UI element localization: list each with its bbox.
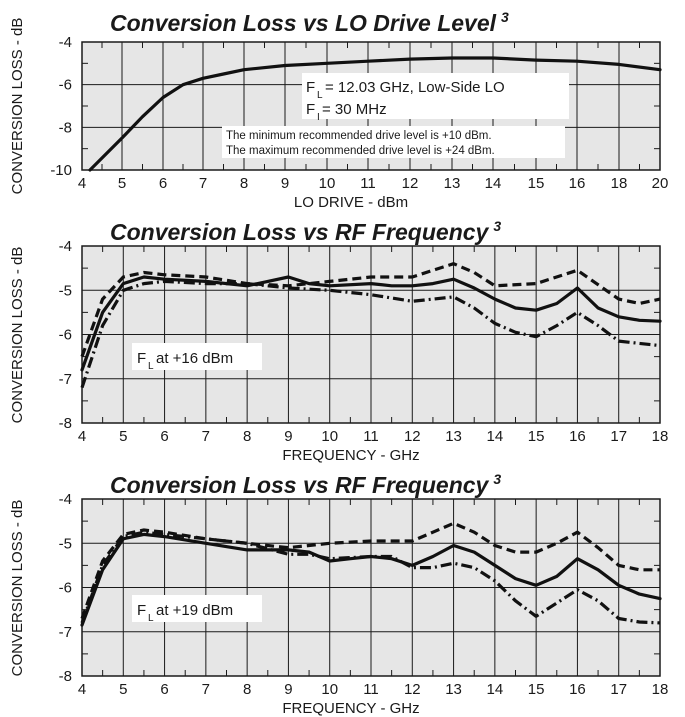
y-tick-label: -8 [59,119,72,136]
x-tick-label: 10 [319,175,336,192]
y-tick-label: -10 [50,162,72,179]
x-tick-label: 9 [281,175,289,192]
x-tick-label: 16 [569,428,586,445]
y-tick-label: -6 [59,77,72,94]
y-tick-label: -4 [59,34,72,51]
x-tick-label: 18 [652,681,669,698]
fl-subscript: L [148,361,154,372]
series-line-dashed [80,521,660,620]
x-tick-label: 6 [160,681,168,698]
note-min-drive: The minimum recommended drive level is +… [226,130,492,142]
x-tick-label: 15 [528,681,545,698]
x-tick-label: 11 [363,428,379,445]
y-tick-label: -8 [59,668,72,685]
y-tick-label: -4 [59,491,72,508]
annotation-box [132,343,262,370]
title-superscript: 3 [493,471,501,487]
annotation-box [132,595,262,622]
x-tick-label: 5 [119,681,127,698]
x-tick-label: 4 [78,428,86,445]
x-tick-label: 9 [284,681,292,698]
title-superscript: 3 [493,218,501,234]
chart-panel-2: Conversion Loss vs RF Frequency 3 4 5 6 7 8 9 10… [9,218,668,464]
series-line-solid [88,56,662,172]
x-tick-label: 4 [78,175,86,192]
x-tick-label: 8 [243,681,251,698]
fl-label: F [137,602,146,619]
y-axis-label: CONVERSION LOSS - dB [9,247,26,424]
x-tick-label: 10 [321,428,338,445]
fl-annotation: at +16 dBm [156,350,233,367]
x-tick-label: 13 [445,681,462,698]
x-tick-label: 13 [444,175,461,192]
x-tick-label: 15 [528,428,545,445]
chart-title: Conversion Loss vs RF Frequency [110,219,490,245]
y-tick-label: -5 [59,282,72,299]
fi-subscript: I [317,112,320,123]
x-tick-label: 11 [363,681,379,698]
x-tick-label: 16 [569,681,586,698]
note-max-drive: The maximum recommended drive level is +… [226,145,495,157]
x-tick-label: 18 [611,175,628,192]
x-tick-label: 17 [610,428,627,445]
y-tick-label: -7 [59,624,72,641]
x-tick-label: 12 [404,428,421,445]
x-tick-label: 7 [202,428,210,445]
y-tick-label: -6 [59,327,72,344]
x-axis-label: LO DRIVE - dBm [294,194,408,211]
x-tick-label: 6 [160,428,168,445]
y-tick-label: -6 [59,580,72,597]
note-box [222,126,565,158]
x-tick-label: 6 [159,175,167,192]
chart-panel-3: Conversion Loss vs RF Frequency 3 4 5 6 7 8 9 10… [9,471,668,717]
fi-label: F [306,101,315,118]
x-tick-label: 13 [445,428,462,445]
x-axis-label: FREQUENCY - GHz [282,700,419,717]
series-line-dashed [80,262,661,358]
x-tick-label: 15 [528,175,545,192]
fl-subscript: L [148,613,154,624]
x-tick-label: 8 [240,175,248,192]
y-tick-label: -5 [59,535,72,552]
y-tick-label: -4 [59,238,72,255]
x-tick-label: 9 [284,428,292,445]
fl-label: F [306,79,315,96]
x-tick-label: 5 [118,175,126,192]
chart-title: Conversion Loss vs RF Frequency [110,472,490,498]
fi-annotation: = 30 MHz [322,101,387,118]
x-tick-label: 11 [360,175,376,192]
x-tick-label: 14 [487,681,504,698]
x-tick-label: 4 [78,681,86,698]
y-tick-label: -7 [59,371,72,388]
x-tick-label: 14 [487,428,504,445]
x-tick-label: 12 [402,175,419,192]
x-tick-label: 18 [652,428,669,445]
title-superscript: 3 [501,9,509,25]
fl-annotation: at +19 dBm [156,602,233,619]
y-tick-label: -8 [59,415,72,432]
chart-panel-1: Conversion Loss vs LO Drive Level 3 4 5 6 7 8 9… [9,9,668,211]
x-tick-label: 10 [321,681,338,698]
x-tick-label: 17 [610,681,627,698]
x-tick-label: 8 [243,428,251,445]
x-tick-label: 5 [119,428,127,445]
series-line-solid [80,275,662,372]
series-line-dashdot [80,279,661,389]
chart-title: Conversion Loss vs LO Drive Level [110,10,497,36]
x-tick-label: 7 [199,175,207,192]
series-line-dashdot [80,530,661,625]
fl-subscript: L [317,90,323,101]
x-tick-label: 12 [404,681,421,698]
y-axis-label: CONVERSION LOSS - dB [9,18,26,195]
annotation-box [302,73,569,119]
y-axis-label: CONVERSION LOSS - dB [9,500,26,677]
x-tick-label: 16 [569,175,586,192]
x-axis-label: FREQUENCY - GHz [282,447,419,464]
x-tick-label: 14 [485,175,502,192]
fl-annotation: = 12.03 GHz, Low-Side LO [325,79,505,96]
x-tick-label: 20 [652,175,669,192]
fl-label: F [137,350,146,367]
x-tick-label: 7 [202,681,210,698]
